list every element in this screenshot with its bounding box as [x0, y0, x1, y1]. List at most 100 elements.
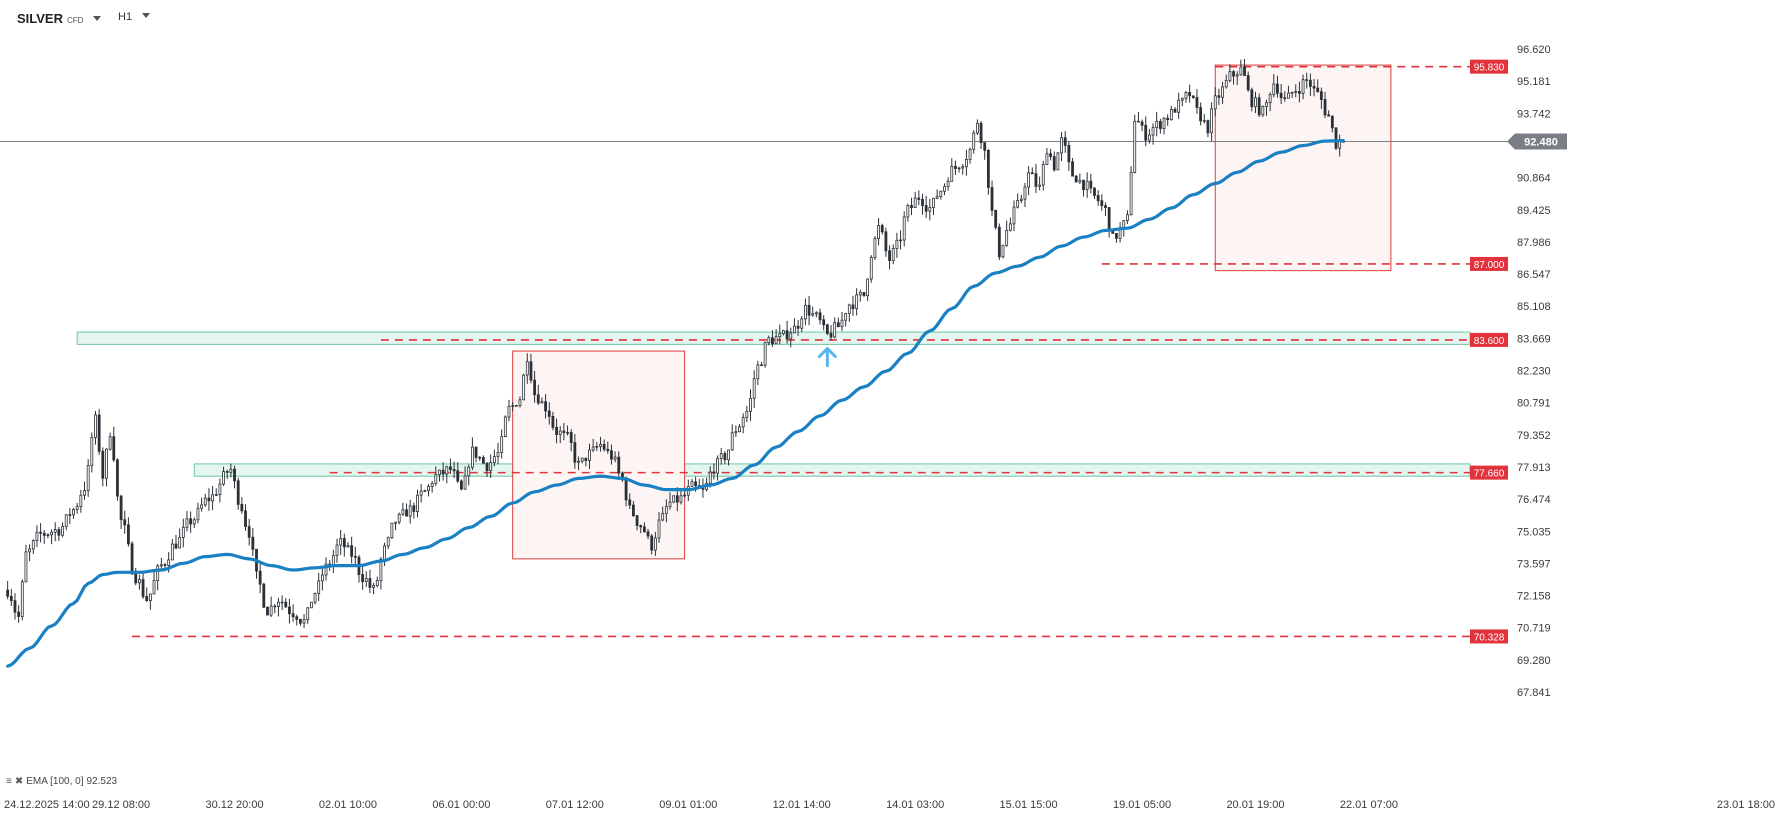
candle-body [1063, 137, 1067, 146]
candle-body [694, 481, 698, 487]
price-tags-layer: 95.830 87.000 83.600 77.660 70.328 92.480 [1470, 59, 1567, 644]
candle [1323, 92, 1327, 119]
candle-body [1298, 91, 1301, 94]
candle-body [741, 417, 745, 428]
y-axis: 96.62095.18193.74292.30390.86489.42587.9… [1517, 44, 1551, 699]
candle [840, 311, 844, 332]
candle [954, 160, 957, 175]
candle-body [880, 225, 884, 233]
candle-body [939, 190, 943, 197]
candle-body [481, 457, 485, 464]
candle-body [800, 318, 804, 329]
close-icon[interactable]: ✖ [14, 776, 24, 787]
candle [24, 544, 28, 583]
candle [39, 523, 43, 543]
candle [427, 484, 430, 497]
candle [584, 457, 588, 467]
candle [1217, 88, 1221, 105]
candle [189, 511, 193, 533]
symbol-selector[interactable]: SILVER CFD [17, 11, 102, 26]
candle [1027, 165, 1031, 196]
candle-body [258, 570, 262, 585]
menu-icon[interactable]: ≡ [6, 776, 12, 787]
candle [434, 466, 438, 486]
candle-body [350, 545, 354, 557]
y-tick-label: 77.913 [1517, 462, 1551, 474]
chevron-down-icon [142, 13, 151, 18]
candle [394, 521, 397, 531]
candle [1261, 105, 1265, 118]
y-tick-label: 90.864 [1517, 173, 1551, 185]
candle-body [723, 453, 727, 461]
candle [752, 370, 756, 409]
candle-body [657, 519, 661, 539]
candle-body [807, 304, 811, 316]
candle-body [1085, 180, 1089, 190]
candle-body [1213, 95, 1217, 110]
candle-body [163, 564, 167, 566]
candle-body [1034, 173, 1038, 187]
candle-body [401, 509, 405, 515]
candle [405, 503, 408, 517]
candle [1038, 176, 1042, 191]
candle [573, 434, 577, 469]
y-tick-label: 96.620 [1517, 44, 1551, 56]
candle-body [895, 239, 899, 249]
candle-body [869, 257, 873, 280]
candle-body [994, 209, 998, 228]
candle-body [716, 458, 719, 474]
candle-body [1147, 134, 1151, 141]
candle [1210, 102, 1213, 142]
candle-body [167, 559, 171, 566]
candle-body [244, 510, 247, 528]
candle-body [1323, 99, 1327, 116]
candle [94, 410, 97, 445]
indicator-value: 92.523 [86, 776, 118, 787]
candle [983, 142, 987, 160]
candle [503, 415, 507, 438]
candle-body [943, 186, 946, 192]
candle-body [990, 187, 994, 211]
candle-body [57, 529, 61, 536]
candle [975, 119, 979, 135]
candle-body [1038, 184, 1042, 187]
candle-body [170, 543, 174, 561]
candle [1254, 91, 1257, 114]
x-tick-label: 06.01 00:00 [432, 799, 490, 811]
candle [1287, 85, 1290, 99]
candle-body [353, 555, 357, 558]
candle-body [774, 336, 778, 345]
candle-body [174, 543, 178, 549]
candle [412, 502, 416, 519]
candle-body [1206, 120, 1210, 134]
candle [1228, 64, 1232, 83]
symbol-type-label: CFD [67, 16, 84, 25]
candle-body [262, 583, 266, 608]
candle [913, 191, 917, 208]
candle [635, 515, 639, 531]
candle-body [1188, 92, 1192, 97]
candle [192, 517, 196, 529]
candle [1107, 207, 1111, 238]
candle-body [445, 466, 449, 475]
candle [1250, 87, 1254, 112]
candle [789, 327, 793, 348]
timeframe-selector[interactable]: H1 [118, 11, 151, 23]
candle-body [299, 619, 302, 624]
x-tick-label: 23.01 18:00 [1717, 799, 1775, 811]
candle [1060, 132, 1063, 162]
candle-body [470, 446, 474, 468]
candle [291, 604, 295, 622]
candle-body [83, 490, 86, 496]
candle [137, 574, 141, 590]
candle [233, 465, 236, 489]
candle [968, 147, 972, 164]
level-price-tag [1470, 256, 1508, 271]
y-tick-label: 79.352 [1517, 430, 1551, 442]
candle [218, 478, 222, 503]
candle [1232, 70, 1235, 85]
candle [478, 455, 482, 461]
candle-body [467, 466, 471, 477]
candle [818, 308, 822, 325]
